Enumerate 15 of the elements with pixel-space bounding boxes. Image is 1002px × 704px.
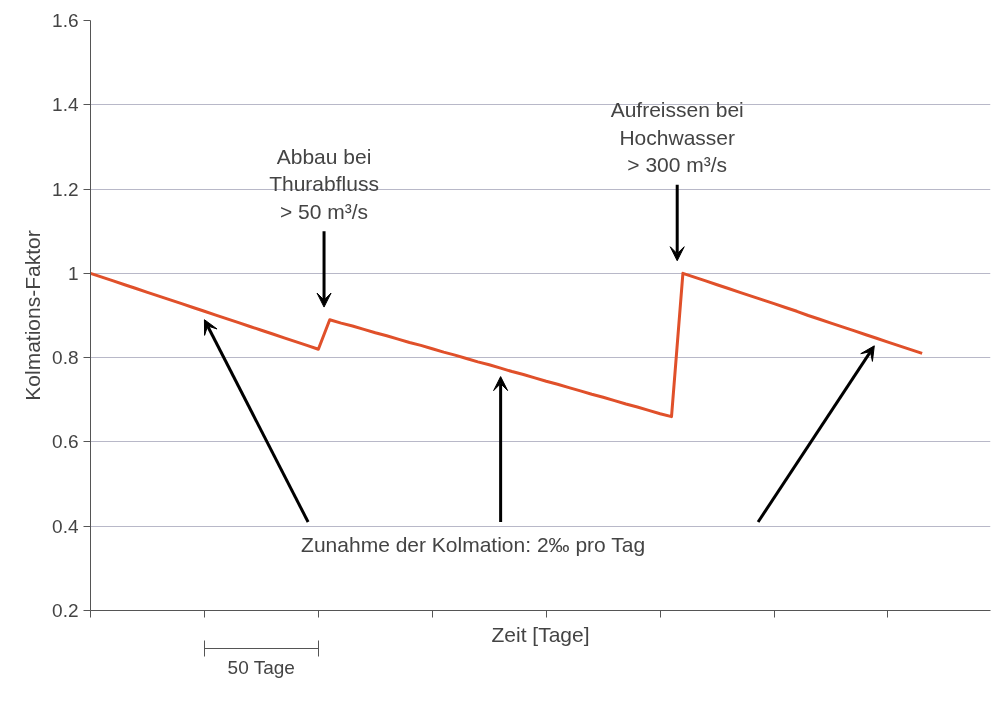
annotation: Aufreissen bei Hochwasser > 300 m³/s: [610, 98, 744, 177]
x-axis-title: Zeit [Tage]: [491, 622, 590, 646]
annotation: Abbau bei Thurabfluss > 50 m³/s: [269, 144, 379, 223]
annotation: Zunahme der Kolmation: 2‰ pro Tag: [301, 532, 646, 556]
y-tick-label: 1.6: [52, 10, 79, 31]
y-tick-label: 1.2: [52, 178, 79, 200]
y-tick-label: 1.4: [52, 94, 79, 116]
y-tick-label: 0.6: [52, 431, 79, 453]
y-tick-label: 0.8: [52, 347, 79, 369]
y-tick-label: 1: [67, 262, 79, 284]
y-tick-label: 0.4: [52, 515, 79, 537]
y-tick-label: 0.2: [52, 600, 79, 621]
y-axis-title: Kolmations-Faktor: [21, 230, 45, 401]
text: 50 Tage: [227, 656, 295, 678]
line-series: [90, 271, 924, 419]
